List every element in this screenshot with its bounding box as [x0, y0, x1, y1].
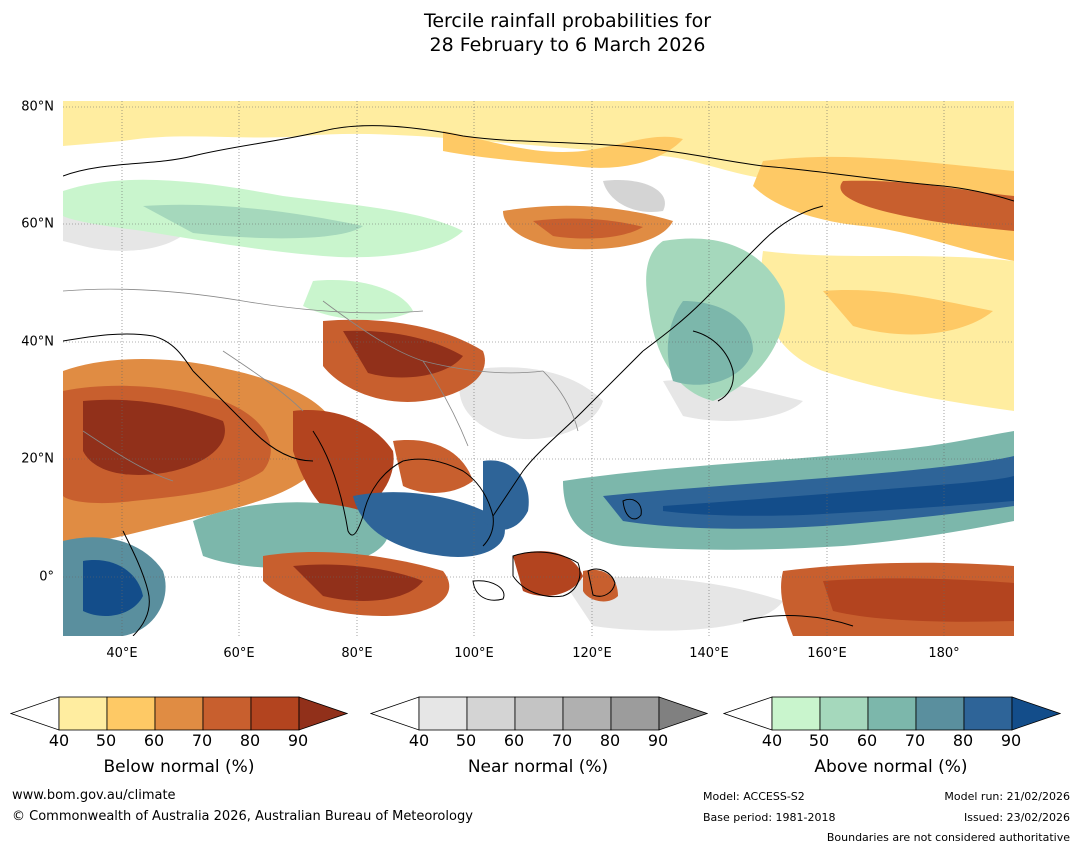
below-tick-90: 90: [287, 731, 309, 750]
near-tick-60: 60: [503, 731, 525, 750]
colorbar-near-normal: [370, 690, 708, 732]
near-tick-90: 90: [647, 731, 669, 750]
below-region-central-asia-core: [343, 330, 463, 378]
near-colorbar-max-extend: [658, 696, 708, 731]
below-region-central-siberia-core: [533, 218, 643, 239]
colorbar-below-svg: [10, 696, 348, 731]
lat-label-20n: 20°N: [21, 451, 54, 467]
near-colorbar-swatch: [562, 696, 612, 731]
issued-text: Issued: 23/02/2026: [963, 811, 1070, 824]
map-svg: [63, 101, 1014, 636]
near-region-siberia: [603, 180, 665, 212]
above-normal-label: Above normal (%): [814, 757, 968, 777]
colorbar-near-svg: [370, 696, 708, 731]
below-tick-70: 70: [191, 731, 213, 750]
below-tick-40: 40: [48, 731, 70, 750]
map-title: Tercile rainfall probabilities for 28 Fe…: [0, 9, 1081, 57]
website-link[interactable]: www.bom.gov.au/climate: [12, 788, 176, 803]
map-gridlines: [63, 101, 1014, 636]
colorbar-above-normal: [723, 690, 1061, 732]
near-region-china: [459, 367, 603, 440]
country-borders: [63, 288, 579, 482]
near-colorbar-swatch: [466, 696, 516, 731]
near-colorbar-swatch: [610, 696, 660, 731]
lat-label-80n: 80°N: [21, 99, 54, 115]
below-region-bay: [393, 440, 473, 493]
base-period-text: Base period: 1981-2018: [703, 811, 836, 824]
copyright-text: © Commonwealth of Australia 2026, Austra…: [12, 809, 473, 824]
above-tick-70: 70: [904, 731, 926, 750]
title-line-1: Tercile rainfall probabilities for: [423, 10, 712, 32]
below-tick-80: 80: [239, 731, 261, 750]
below-colorbar-swatch: [106, 696, 156, 731]
lon-label-80e: 80°E: [341, 646, 373, 661]
above-colorbar-swatch: [819, 696, 869, 731]
lon-label-60e: 60°E: [223, 646, 255, 661]
above-colorbar-min-extend: [723, 696, 773, 731]
above-colorbar-swatch: [915, 696, 965, 731]
below-region-arctic-mid: [443, 131, 683, 168]
above-tick-90: 90: [1000, 731, 1022, 750]
colorbar-below-normal: [10, 690, 348, 732]
near-tick-70: 70: [551, 731, 573, 750]
model-text: Model: ACCESS-S2: [703, 790, 805, 803]
above-tick-50: 50: [808, 731, 830, 750]
lat-label-40n: 40°N: [21, 334, 54, 350]
below-tick-50: 50: [95, 731, 117, 750]
lon-label-180: 180°: [928, 646, 960, 661]
below-colorbar-swatch: [250, 696, 300, 731]
above-region-russia-core: [143, 204, 363, 239]
near-colorbar-swatch: [418, 696, 468, 731]
above-colorbar-swatch: [867, 696, 917, 731]
near-tick-40: 40: [408, 731, 430, 750]
below-region-arabia-core: [83, 399, 225, 475]
below-region-south-pacific-core: [823, 578, 1014, 622]
below-region-east-siberia-core: [840, 180, 1014, 231]
lat-label-60n: 60°N: [21, 216, 54, 232]
lon-label-100e: 100°E: [454, 646, 494, 661]
near-region-maritime: [563, 577, 783, 631]
model-run-text: Model run: 21/02/2026: [944, 790, 1070, 803]
near-colorbar-min-extend: [370, 696, 420, 731]
rainfall-probability-map: [63, 101, 1014, 636]
above-colorbar-swatch: [963, 696, 1013, 731]
above-colorbar-max-extend: [1011, 696, 1061, 731]
lon-label-140e: 140°E: [689, 646, 729, 661]
above-region-indochina: [483, 460, 529, 530]
title-line-2: 28 February to 6 March 2026: [429, 34, 706, 56]
below-region-north-pacific-patch: [823, 290, 993, 335]
disclaimer-text: Boundaries are not considered authoritat…: [826, 831, 1070, 844]
lat-label-0: 0°: [39, 569, 54, 585]
below-normal-label: Below normal (%): [103, 757, 255, 777]
lon-label-160e: 160°E: [807, 646, 847, 661]
below-region-indian-ocean-core: [293, 564, 423, 601]
colorbar-above-svg: [723, 696, 1061, 731]
below-colorbar-swatch: [202, 696, 252, 731]
above-region-indian-ocean: [193, 502, 389, 568]
below-region-india: [293, 410, 394, 521]
near-colorbar-swatch: [514, 696, 564, 731]
above-region-japan: [667, 301, 753, 385]
below-colorbar-swatch: [154, 696, 204, 731]
near-normal-label: Near normal (%): [467, 757, 609, 777]
above-colorbar-swatch: [771, 696, 821, 731]
above-region-bay-of-bengal: [353, 492, 505, 557]
coastlines: [63, 125, 1014, 636]
below-tick-60: 60: [143, 731, 165, 750]
below-colorbar-max-extend: [298, 696, 348, 731]
below-region-borneo: [513, 551, 583, 596]
above-region-kazakh: [303, 280, 413, 321]
above-region-africa-core: [83, 560, 143, 616]
near-tick-50: 50: [455, 731, 477, 750]
above-tick-40: 40: [761, 731, 783, 750]
lon-label-120e: 120°E: [572, 646, 612, 661]
below-colorbar-min-extend: [10, 696, 60, 731]
above-region-west-pacific-core: [663, 476, 1014, 516]
above-tick-60: 60: [856, 731, 878, 750]
near-tick-80: 80: [599, 731, 621, 750]
above-tick-80: 80: [952, 731, 974, 750]
below-colorbar-swatch: [58, 696, 108, 731]
lon-label-40e: 40°E: [106, 646, 138, 661]
